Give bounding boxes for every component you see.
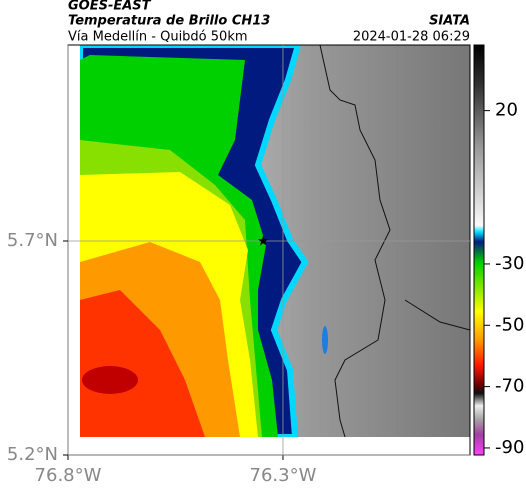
subtitle: Vía Medellín - Quibdó 50km <box>68 30 248 45</box>
satellite-image <box>68 45 470 455</box>
source: GOES-EAST <box>68 0 152 14</box>
y-tick-label: 5.2°N <box>7 444 58 465</box>
colorbar-tick-label: -50 <box>495 314 524 335</box>
x-tick-label: 76.3°W <box>250 465 317 486</box>
colorbar-tick-label: 20 <box>495 100 518 121</box>
location-marker <box>258 235 269 246</box>
y-tick-label: 5.7°N <box>7 230 58 251</box>
colorbar-tick-label: -70 <box>495 376 524 397</box>
colorbar-tick-label: -90 <box>495 437 524 458</box>
x-tick-label: 76.8°W <box>35 465 102 486</box>
colorbar <box>473 44 485 456</box>
brand: SIATA <box>429 14 470 29</box>
colorbar-tick-label: -30 <box>495 253 524 274</box>
title: Temperatura de Brillo CH13 <box>68 14 270 29</box>
timestamp: 2024-01-28 06:29 <box>353 30 470 45</box>
